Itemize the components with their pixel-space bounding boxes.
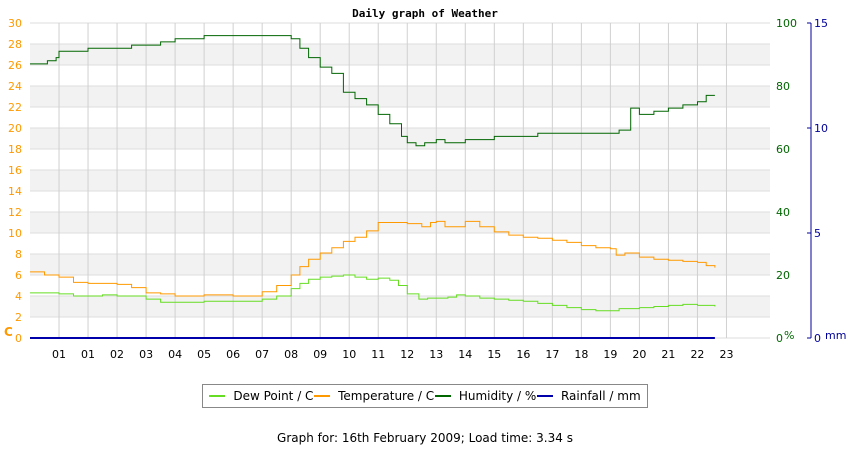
left-tick-label: 6 [15, 269, 22, 282]
legend-item-temperature: Temperature / C [314, 389, 434, 403]
rainfall-swatch [536, 395, 553, 397]
x-tick-label: 19 [603, 348, 617, 361]
x-tick-label: 07 [255, 348, 269, 361]
legend-item-dew-point: Dew Point / C [209, 389, 313, 403]
humidity-tick-label: 100 [776, 17, 797, 30]
left-axis-unit: C [4, 325, 13, 339]
left-tick-label: 4 [15, 290, 22, 303]
x-tick-label: 14 [458, 348, 472, 361]
left-tick-label: 30 [8, 17, 22, 30]
axes: 01 01 02 03 04 05 06 07 08 09 10 11 12 13 14 15 16 17 18 19… [4, 17, 846, 361]
plot-band [30, 317, 770, 338]
plot-band [30, 23, 770, 44]
left-tick-label: 24 [8, 80, 22, 93]
x-tick-label: 17 [545, 348, 559, 361]
x-tick-label: 08 [284, 348, 298, 361]
legend-label: Humidity / % [458, 389, 537, 403]
x-tick-label: 11 [371, 348, 385, 361]
left-tick-label: 26 [8, 59, 22, 72]
x-tick-label: 03 [139, 348, 153, 361]
left-tick-label: 10 [8, 227, 22, 240]
left-tick-label: 16 [8, 164, 22, 177]
plot-band [30, 86, 770, 107]
rain-tick-label: 0 [814, 332, 821, 345]
plot-band [30, 170, 770, 191]
x-tick-label: 01 [52, 348, 66, 361]
rain-tick-label: 5 [814, 227, 821, 240]
x-tick-label: 22 [690, 348, 704, 361]
plot-band [30, 191, 770, 212]
left-tick-label: 20 [8, 122, 22, 135]
x-tick-label: 20 [632, 348, 646, 361]
left-tick-label: 8 [15, 248, 22, 261]
temperature-swatch [314, 395, 331, 397]
x-tick-label: 15 [487, 348, 501, 361]
legend: Dew Point / C Temperature / C Humidity /… [202, 384, 648, 408]
left-tick-label: 14 [8, 185, 22, 198]
x-tick-label: 05 [197, 348, 211, 361]
legend-label: Dew Point / C [233, 389, 314, 403]
plot-band [30, 254, 770, 275]
dew-point-line [30, 274, 716, 312]
left-tick-label: 22 [8, 101, 22, 114]
legend-label: Temperature / C [338, 389, 435, 403]
footer-text: Graph for: 16th February 2009; Load time… [277, 431, 573, 445]
plot-band [30, 149, 770, 170]
plot-band [30, 65, 770, 86]
temperature-line [30, 220, 716, 297]
plot-band [30, 44, 770, 65]
left-tick-label: 12 [8, 206, 22, 219]
x-tick-label: 13 [429, 348, 443, 361]
x-tick-label: 02 [110, 348, 124, 361]
x-tick-label: 06 [226, 348, 240, 361]
x-tick-label: 09 [313, 348, 327, 361]
left-tick-label: 18 [8, 143, 22, 156]
humidity-tick-label: 20 [776, 269, 790, 282]
legend-item-humidity: Humidity / % [434, 389, 537, 403]
rain-tick-label: 15 [814, 17, 828, 30]
humidity-swatch [434, 395, 451, 397]
series-layer [30, 35, 716, 339]
humidity-axis-unit: % [784, 329, 794, 342]
x-tick-label: 21 [661, 348, 675, 361]
humidity-tick-label: 0 [776, 332, 783, 345]
plot-background [30, 23, 770, 338]
legend-label: Rainfall / mm [560, 389, 641, 403]
rain-tick-label: 10 [814, 122, 828, 135]
left-tick-label: 2 [15, 311, 22, 324]
x-tick-label: 16 [516, 348, 530, 361]
x-tick-label: 01 [81, 348, 95, 361]
chart-title: Daily graph of Weather [352, 7, 498, 20]
dew-point-swatch [209, 395, 226, 397]
x-tick-label: 12 [400, 348, 414, 361]
humidity-tick-label: 60 [776, 143, 790, 156]
left-tick-label: 28 [8, 38, 22, 51]
humidity-tick-label: 80 [776, 80, 790, 93]
rain-axis-unit: mm [825, 329, 846, 342]
left-tick-label: 0 [15, 332, 22, 345]
x-tick-label: 18 [574, 348, 588, 361]
x-tick-label: 10 [342, 348, 356, 361]
x-tick-label: 04 [168, 348, 182, 361]
legend-item-rainfall: Rainfall / mm [536, 389, 641, 403]
humidity-line [30, 35, 715, 147]
plot-band [30, 128, 770, 149]
plot-band [30, 107, 770, 128]
humidity-tick-label: 40 [776, 206, 790, 219]
plot-band [30, 233, 770, 254]
x-tick-label: 23 [719, 348, 733, 361]
